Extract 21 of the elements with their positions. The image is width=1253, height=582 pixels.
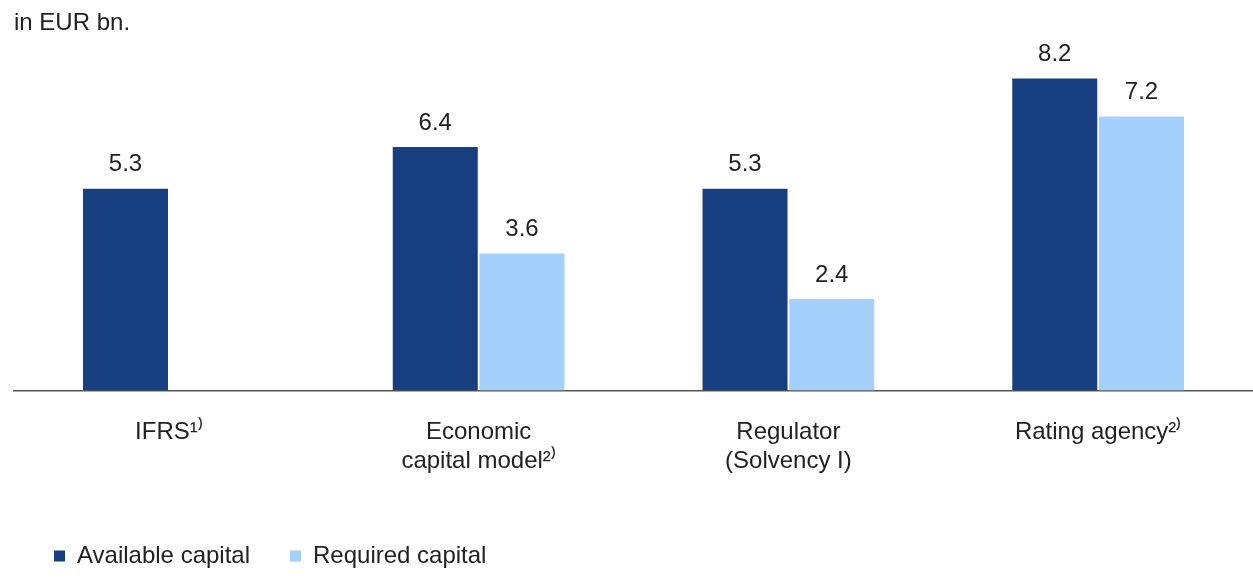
legend-label: Available capital	[77, 540, 251, 568]
data-label: 5.3	[728, 149, 762, 177]
legend-label: Required capital	[313, 540, 487, 568]
x-tick-label: Rating agency²⁾	[1014, 417, 1182, 445]
data-label: 3.6	[505, 214, 539, 242]
x-tick-label: Economic capital model²⁾	[401, 417, 556, 474]
data-label: 5.3	[108, 149, 143, 177]
data-label: 7.2	[1124, 77, 1159, 105]
data-label: 6.4	[418, 107, 452, 135]
bar	[702, 188, 788, 391]
bar	[392, 146, 478, 391]
y-axis-title: in EUR bn.	[14, 8, 131, 36]
bar	[789, 299, 875, 391]
bar	[1012, 78, 1098, 391]
bar	[83, 188, 169, 391]
x-tick-label: Regulator (Solvency I)	[725, 417, 852, 474]
bar	[1098, 116, 1184, 391]
data-label: 8.2	[1038, 39, 1072, 67]
bar	[479, 253, 565, 391]
data-label: 2.4	[815, 259, 849, 287]
x-tick-label: IFRS¹⁾	[135, 417, 203, 445]
